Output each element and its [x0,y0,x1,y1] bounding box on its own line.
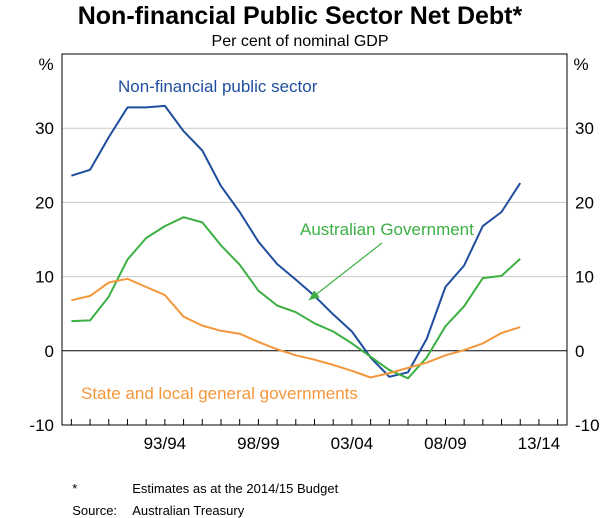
x-tick-label: 08/09 [424,434,467,453]
chart-svg: -10 -10 0 0 10 10 20 20 30 30 93/94 98/99 03/04 08/09… [29,53,600,453]
x-tick-label: 98/99 [237,434,280,453]
y-tick-label-right: 0 [575,342,584,361]
footnote-source-text: Australian Treasury [132,503,245,518]
footnote-asterisk: * [72,481,78,496]
y-axis-label-right: % [573,55,588,74]
footnote-source: Source: Australian Treasury [65,488,244,518]
y-tick-label-right: 10 [575,268,594,287]
chart-title: Non-financial Public Sector Net Debt* [77,2,523,30]
y-tick-label-left: -10 [29,416,54,435]
y-tick-label-left: 30 [35,119,54,138]
chart-subtitle: Per cent of nominal GDP [211,33,389,50]
series-line-2 [71,277,521,379]
annotation-label-1: Australian Government [300,220,474,239]
series-line-1 [71,216,521,380]
x-tick-label: 13/14 [518,434,561,453]
y-tick-label-right: 20 [575,193,594,212]
y-tick-label-right: -10 [575,416,600,435]
annotation-arrow-head [309,290,320,300]
plot-frame [61,53,568,426]
footnote-estimates: * Estimates as at the 2014/15 Budget [65,466,338,496]
footnote-estimates-text: Estimates as at the 2014/15 Budget [132,481,339,496]
annotation-arrow-line [308,242,383,301]
y-tick-label-left: 0 [45,342,54,361]
annotation-label-0: Non-financial public sector [118,77,318,96]
x-tick-label: 93/94 [144,434,187,453]
x-tick-label: 03/04 [331,434,374,453]
footnote-source-label: Source: [72,503,118,518]
series-line-0 [71,104,522,378]
y-tick-label-right: 30 [575,119,594,138]
y-tick-label-left: 20 [35,193,54,212]
annotation-label-2: State and local general governments [81,384,358,403]
y-axis-label-left: % [38,55,53,74]
y-tick-label-left: 10 [35,268,54,287]
